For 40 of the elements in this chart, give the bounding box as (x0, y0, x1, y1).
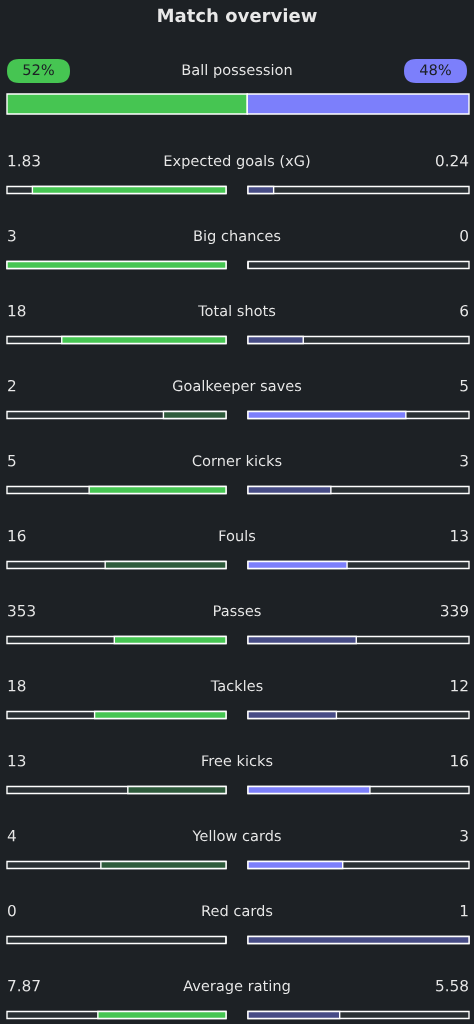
data-label: 5.58 (436, 979, 468, 992)
category-label: Passes (214, 605, 261, 617)
data-label: 13 (8, 754, 26, 767)
data-label: 16 (8, 529, 26, 542)
category-label: Free kicks (202, 754, 273, 767)
data-label: 3 (460, 829, 468, 842)
data-label: 16 (451, 754, 469, 767)
text: Match overview (158, 8, 317, 23)
category-label: Corner kicks (192, 454, 282, 467)
category-label: Expected goals (xG) (164, 154, 310, 170)
data-label: 0 (460, 229, 468, 242)
category-label: Fouls (219, 529, 256, 542)
data-label: 1.83 (8, 154, 40, 167)
data-label: 5 (8, 455, 16, 467)
data-label: 0.24 (435, 154, 469, 167)
data-label: 5 (460, 380, 468, 392)
data-label: 6 (460, 304, 469, 317)
category-label: Red cards (202, 904, 273, 917)
data-label: 13 (451, 529, 468, 542)
data-label: 7.87 (8, 979, 40, 992)
data-label: 4 (7, 830, 16, 842)
category-label: Goalkeeper saves (172, 379, 302, 395)
data-label: 1 (460, 905, 468, 917)
data-label: 3 (8, 229, 16, 242)
category-label: Average rating (183, 979, 290, 995)
data-label: 353 (8, 604, 35, 617)
data-label: 52% (23, 64, 54, 76)
data-label: 12 (451, 679, 468, 692)
data-label: 0 (8, 904, 16, 917)
category-label: Big chances (194, 229, 281, 245)
category-label: Total shots (198, 304, 276, 317)
data-label: 2 (8, 379, 16, 392)
category-label: Tackles (210, 679, 263, 692)
data-label: 3 (460, 454, 468, 467)
data-label: 48% (420, 64, 451, 76)
data-label: 339 (441, 604, 468, 617)
category-label: Yellow cards (192, 829, 281, 842)
data-label: 18 (8, 304, 26, 317)
data-label: 18 (8, 679, 26, 692)
category-label: Ball possession (182, 63, 292, 79)
